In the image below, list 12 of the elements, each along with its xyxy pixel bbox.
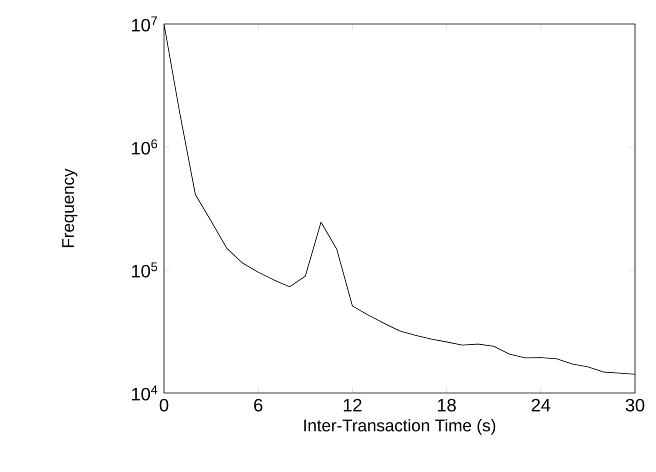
x-tick-label: 18	[438, 398, 456, 412]
y-tick-label: 10$^{6}$	[132, 139, 158, 155]
x-axis-title: Inter-Transaction Time (s)	[304, 419, 496, 435]
x-tick-label: 12	[344, 398, 362, 412]
x-tick-label: 6	[254, 398, 262, 412]
y-tick-label: 10$^{4}$	[132, 385, 158, 401]
y-tick-label: 10$^{7}$	[132, 16, 158, 32]
y-axis-title: Frequency	[62, 168, 78, 248]
y-tick-label: 10$^{5}$	[132, 262, 158, 278]
x-tick-label: 24	[532, 398, 550, 412]
x-tick-label: 30	[626, 398, 644, 412]
x-tick-label: 0	[160, 398, 168, 412]
